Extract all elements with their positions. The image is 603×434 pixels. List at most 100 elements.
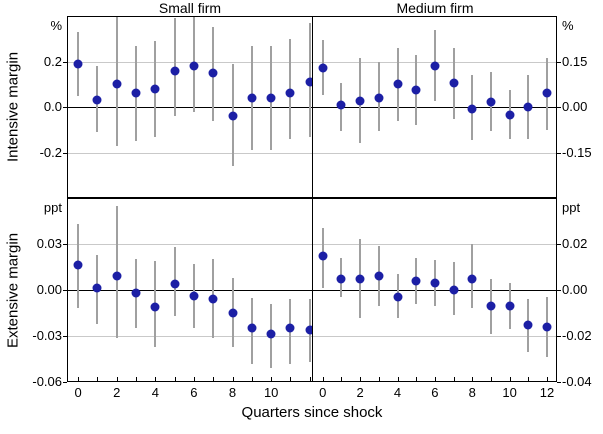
y-tick-label: 0.15 [562,53,588,69]
data-point [318,63,328,73]
x-axis-title: Quarters since shock [241,404,383,421]
data-point [285,88,295,98]
x-tick-label: 2 [356,385,364,400]
x-tick-mark [378,377,380,382]
x-tick-mark [290,377,292,382]
y-tick-mark [63,107,67,108]
x-tick-mark [271,377,273,382]
y-tick-mark [63,290,67,291]
x-tick-mark [251,377,253,382]
y-tick-label: -0.04 [562,374,592,389]
data-point [285,323,295,333]
axis-unit-label: ppt [43,200,62,215]
data-point [208,68,218,78]
confidence-interval-whisker [289,38,292,139]
y-tick-label: -0.02 [562,328,592,343]
x-tick-mark [453,377,455,382]
x-tick-label: 12 [539,385,555,400]
x-tick-label: 6 [190,385,198,400]
data-point [336,100,346,110]
data-point [355,274,365,283]
data-point [467,274,477,283]
x-tick-label: 4 [151,385,159,400]
data-point [170,66,180,76]
x-tick-mark [397,377,399,382]
data-point [112,271,122,281]
data-point [189,61,199,71]
data-point [523,320,533,329]
data-point [449,78,459,88]
x-tick-label: 10 [502,385,517,400]
x-tick-mark [528,377,530,382]
x-tick-label: 0 [74,385,82,400]
axis-unit-label: ppt [562,200,581,215]
data-point [170,279,180,289]
y-tick-label: 0.03 [36,236,62,251]
data-point [505,110,515,120]
data-point [430,61,440,71]
data-point [523,102,533,112]
x-tick-label: 8 [228,385,237,400]
y-tick-mark [557,336,561,337]
data-point [374,93,384,103]
y-axis-label-intensive-margin: Intensive margin [4,51,22,163]
y-tick-mark [557,382,561,383]
x-tick-mark [193,377,195,382]
panel-separator-horizontal [67,197,557,199]
zero-line [67,107,313,108]
panel-title-medium-firm: Medium firm [396,0,474,16]
data-point [150,302,160,312]
x-tick-mark [155,377,157,382]
data-point [266,329,276,339]
panel-divider-vertical [312,16,313,382]
data-point [73,260,83,270]
x-tick-mark [136,377,137,382]
y-tick-mark [557,290,561,291]
y-tick-label: 0.00 [562,99,588,114]
data-point [318,251,328,260]
axis-unit-label: % [562,18,574,33]
y-tick-mark [63,244,67,245]
data-point [112,79,122,89]
gridline [67,336,313,337]
data-point [266,93,276,103]
axis-unit-label: % [50,18,62,33]
data-point [73,59,83,69]
gridline [67,244,313,245]
data-point [467,104,477,114]
data-point [430,278,440,288]
y-tick-label: 0.0 [43,99,62,114]
x-tick-mark [416,377,418,382]
y-tick-mark [63,382,67,383]
confidence-interval-whisker [115,205,118,338]
y-axis-label-extensive-margin: Extensive margin [4,232,22,348]
y-tick-label: 0.00 [36,282,62,297]
x-tick-mark [174,377,176,382]
y-tick-label: -0.06 [32,374,62,389]
gridline [313,336,557,337]
y-tick-label: -0.15 [562,144,592,160]
data-point [189,291,199,301]
y-tick-mark [63,152,67,154]
y-tick-mark [557,107,561,108]
chart-panel-extensive-small [67,198,313,382]
data-point [247,93,257,103]
data-point [449,285,459,295]
x-tick-mark [213,377,215,382]
data-point [411,85,421,95]
data-point [92,95,102,105]
data-point [542,322,552,332]
zero-line [67,290,313,291]
x-tick-label: 4 [393,385,402,400]
gridline [313,152,557,154]
data-point [411,276,421,286]
x-tick-mark [547,377,549,382]
y-tick-mark [557,244,561,245]
data-point [374,271,384,281]
data-point [355,96,365,106]
y-tick-label: 0.00 [562,282,588,297]
data-point [486,97,496,107]
x-tick-label: 6 [431,385,439,400]
data-point [305,325,313,335]
